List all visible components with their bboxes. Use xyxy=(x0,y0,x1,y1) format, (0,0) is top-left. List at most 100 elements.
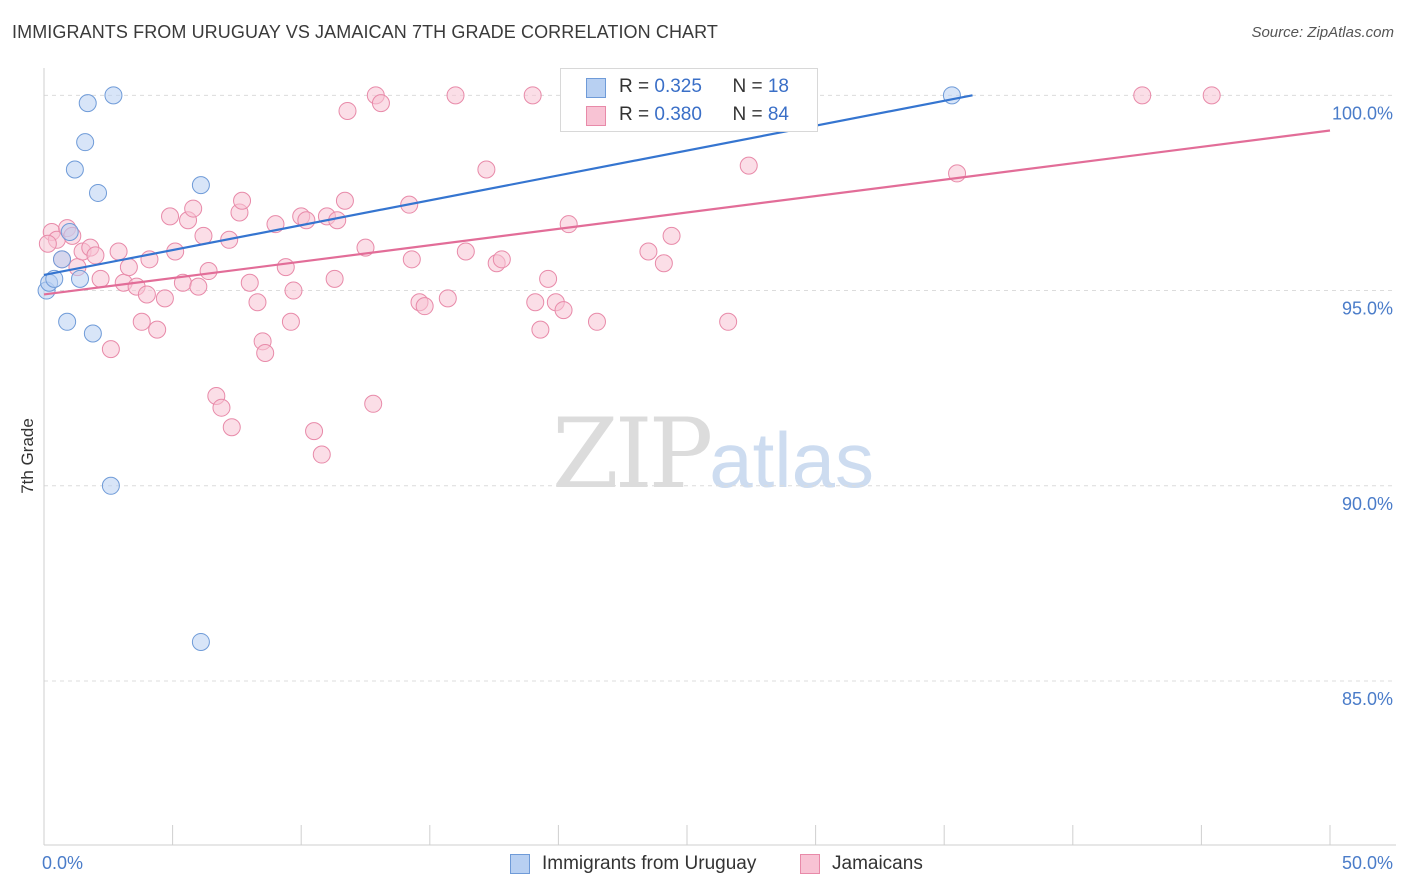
jamaica-point xyxy=(189,277,208,296)
legend-uruguay-text: R = 0.325 N = 18 xyxy=(619,76,789,98)
jamaica-point xyxy=(587,312,606,331)
uruguay-point xyxy=(191,632,210,651)
jamaica-point xyxy=(86,246,105,265)
gridlines xyxy=(44,94,1396,682)
jamaica-point xyxy=(325,269,344,288)
jamaica-point xyxy=(276,258,295,277)
uruguay-legend-label: Immigrants from Uruguay xyxy=(542,853,757,874)
jamaica-point xyxy=(101,340,120,359)
uruguay-points xyxy=(37,86,961,651)
jamaica-point xyxy=(554,301,573,320)
jamaica-point xyxy=(526,293,545,312)
jamaica-point xyxy=(438,289,457,308)
r-label: R = xyxy=(619,104,655,125)
jamaica-point xyxy=(338,101,357,120)
uruguay-point xyxy=(78,94,97,113)
jamaica-point xyxy=(256,344,275,363)
y-tick-label: 85.0% xyxy=(1342,689,1393,709)
jamaica-point xyxy=(523,86,542,105)
jamaica-point xyxy=(739,156,758,175)
jamaica-point xyxy=(654,254,673,273)
y-axis-label: 7th Grade xyxy=(18,418,37,494)
uruguay-trend-line xyxy=(43,94,973,277)
jamaica-point xyxy=(137,285,156,304)
jamaica-point xyxy=(148,320,167,339)
jamaica-point xyxy=(446,86,465,105)
jamaica-point xyxy=(371,94,390,113)
jamaica-point xyxy=(155,289,174,308)
jamaica-point xyxy=(335,191,354,210)
uruguay-point xyxy=(101,476,120,495)
jamaica-point xyxy=(38,234,57,253)
r-label: R = xyxy=(619,76,655,97)
jamaica-point xyxy=(240,273,259,292)
jamaica-point xyxy=(161,207,180,226)
jamaica-point xyxy=(559,215,578,234)
uruguay-point xyxy=(53,250,72,269)
jamaica-point xyxy=(719,312,738,331)
uruguay-point xyxy=(58,312,77,331)
n-value: 18 xyxy=(767,76,789,97)
jamaica-point xyxy=(119,258,138,277)
uruguay-point xyxy=(65,160,84,179)
jamaica-point xyxy=(1133,86,1152,105)
jamaica-trend-line xyxy=(43,129,1331,296)
y-tick-label: 90.0% xyxy=(1342,494,1393,514)
n-label: N = xyxy=(732,76,768,97)
jamaica-point xyxy=(312,445,331,464)
bottom-legend-jamaica: Jamaicans xyxy=(800,852,923,876)
jamaica-legend-swatch xyxy=(800,854,820,874)
jamaica-point xyxy=(132,312,151,331)
jamaica-point xyxy=(364,394,383,413)
jamaica-point xyxy=(477,160,496,179)
jamaica-point xyxy=(1202,86,1221,105)
uruguay-point xyxy=(191,176,210,195)
jamaica-point xyxy=(199,262,218,281)
stats-legend: R = 0.325 N = 18 R = 0.380 N = 84 xyxy=(560,68,818,132)
jamaica-point xyxy=(305,422,324,441)
x-tick-label: 50.0% xyxy=(1342,853,1393,873)
axes xyxy=(43,68,1396,846)
jamaica-point xyxy=(233,191,252,210)
jamaica-point xyxy=(415,297,434,316)
jamaica-point xyxy=(109,242,128,261)
uruguay-swatch xyxy=(586,78,606,98)
jamaica-point xyxy=(222,418,241,437)
n-value: 84 xyxy=(767,104,789,125)
uruguay-point xyxy=(89,183,108,202)
x-tick-label: 0.0% xyxy=(42,853,83,873)
uruguay-point xyxy=(71,269,90,288)
jamaica-point xyxy=(184,199,203,218)
source-label: Source: ZipAtlas.com xyxy=(1251,24,1394,41)
n-label: N = xyxy=(732,104,768,125)
jamaica-point xyxy=(284,281,303,300)
y-tick-label: 95.0% xyxy=(1342,299,1393,319)
jamaicans-points xyxy=(38,86,1221,464)
jamaica-point xyxy=(531,320,550,339)
uruguay-point xyxy=(104,86,123,105)
chart-title: IMMIGRANTS FROM URUGUAY VS JAMAICAN 7TH … xyxy=(12,22,719,42)
jamaica-legend-label: Jamaicans xyxy=(832,853,923,874)
y-tick-label: 100.0% xyxy=(1332,103,1393,123)
jamaica-point xyxy=(662,226,681,245)
tick-labels: 100.0% 95.0% 90.0% 85.0% 0.0% 50.0% xyxy=(42,103,1393,873)
jamaica-point xyxy=(281,312,300,331)
bottom-legend-uruguay: Immigrants from Uruguay xyxy=(510,852,756,876)
jamaica-point xyxy=(539,269,558,288)
watermark: ZIPatlas xyxy=(552,398,874,510)
jamaica-point xyxy=(402,250,421,269)
watermark-zip: ZIP xyxy=(552,398,713,510)
uruguay-point xyxy=(60,222,79,241)
jamaica-point xyxy=(456,242,475,261)
jamaica-point xyxy=(248,293,267,312)
jamaica-point xyxy=(492,250,511,269)
legend-jamaica-text: R = 0.380 N = 84 xyxy=(619,104,789,126)
uruguay-point xyxy=(76,133,95,152)
jamaica-point xyxy=(212,398,231,417)
uruguay-legend-swatch xyxy=(510,854,530,874)
jamaica-swatch xyxy=(586,106,606,126)
watermark-atlas: atlas xyxy=(709,416,874,504)
jamaica-point xyxy=(91,269,110,288)
r-value: 0.325 xyxy=(654,76,702,97)
